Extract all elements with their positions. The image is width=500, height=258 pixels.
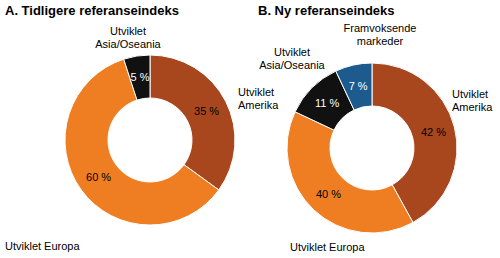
labels: 35 % UtvikletAmerika 60 % Utviklet Europa 5 …: [5, 25, 279, 252]
data-label: 42 %: [421, 126, 446, 138]
donut-slice: [287, 112, 413, 233]
donut-slice: [124, 55, 150, 100]
data-label: 7 %: [349, 80, 368, 92]
category-label: UtvikletAmerika: [238, 86, 279, 111]
labels: 42 % UtvikletAmerika 40 % Utviklet Europa 11…: [259, 22, 493, 253]
category-label: UtvikletAsia/Oseania: [259, 46, 325, 71]
chart-title: A. Tidligere referanseindeks: [5, 3, 179, 18]
slices: [287, 63, 457, 233]
data-label: 35 %: [194, 105, 219, 117]
category-label: Utviklet Europa: [5, 240, 80, 252]
data-label: 11 %: [315, 97, 339, 109]
donut-slice: [150, 55, 235, 190]
data-label: 60 %: [86, 171, 111, 183]
chart-canvas: A. Tidligere referanseindeks 35 % Utviklet…: [0, 0, 500, 258]
donut-chart: B. Ny referanseindeks 42 % UtvikletAmerika…: [258, 3, 493, 253]
chart-title: B. Ny referanseindeks: [258, 3, 395, 18]
data-label: 5 %: [131, 71, 150, 83]
donut-chart: A. Tidligere referanseindeks 35 % Utviklet…: [5, 3, 279, 252]
category-label: UtvikletAsia/Oseania: [95, 25, 161, 50]
donut-slice: [336, 63, 372, 110]
slices: [65, 55, 235, 225]
category-label: UtvikletAmerika: [452, 88, 493, 113]
category-label: Utviklet Europa: [290, 241, 365, 253]
data-label: 40 %: [316, 188, 341, 200]
category-label: Framvoksendemarkeder: [344, 22, 417, 47]
